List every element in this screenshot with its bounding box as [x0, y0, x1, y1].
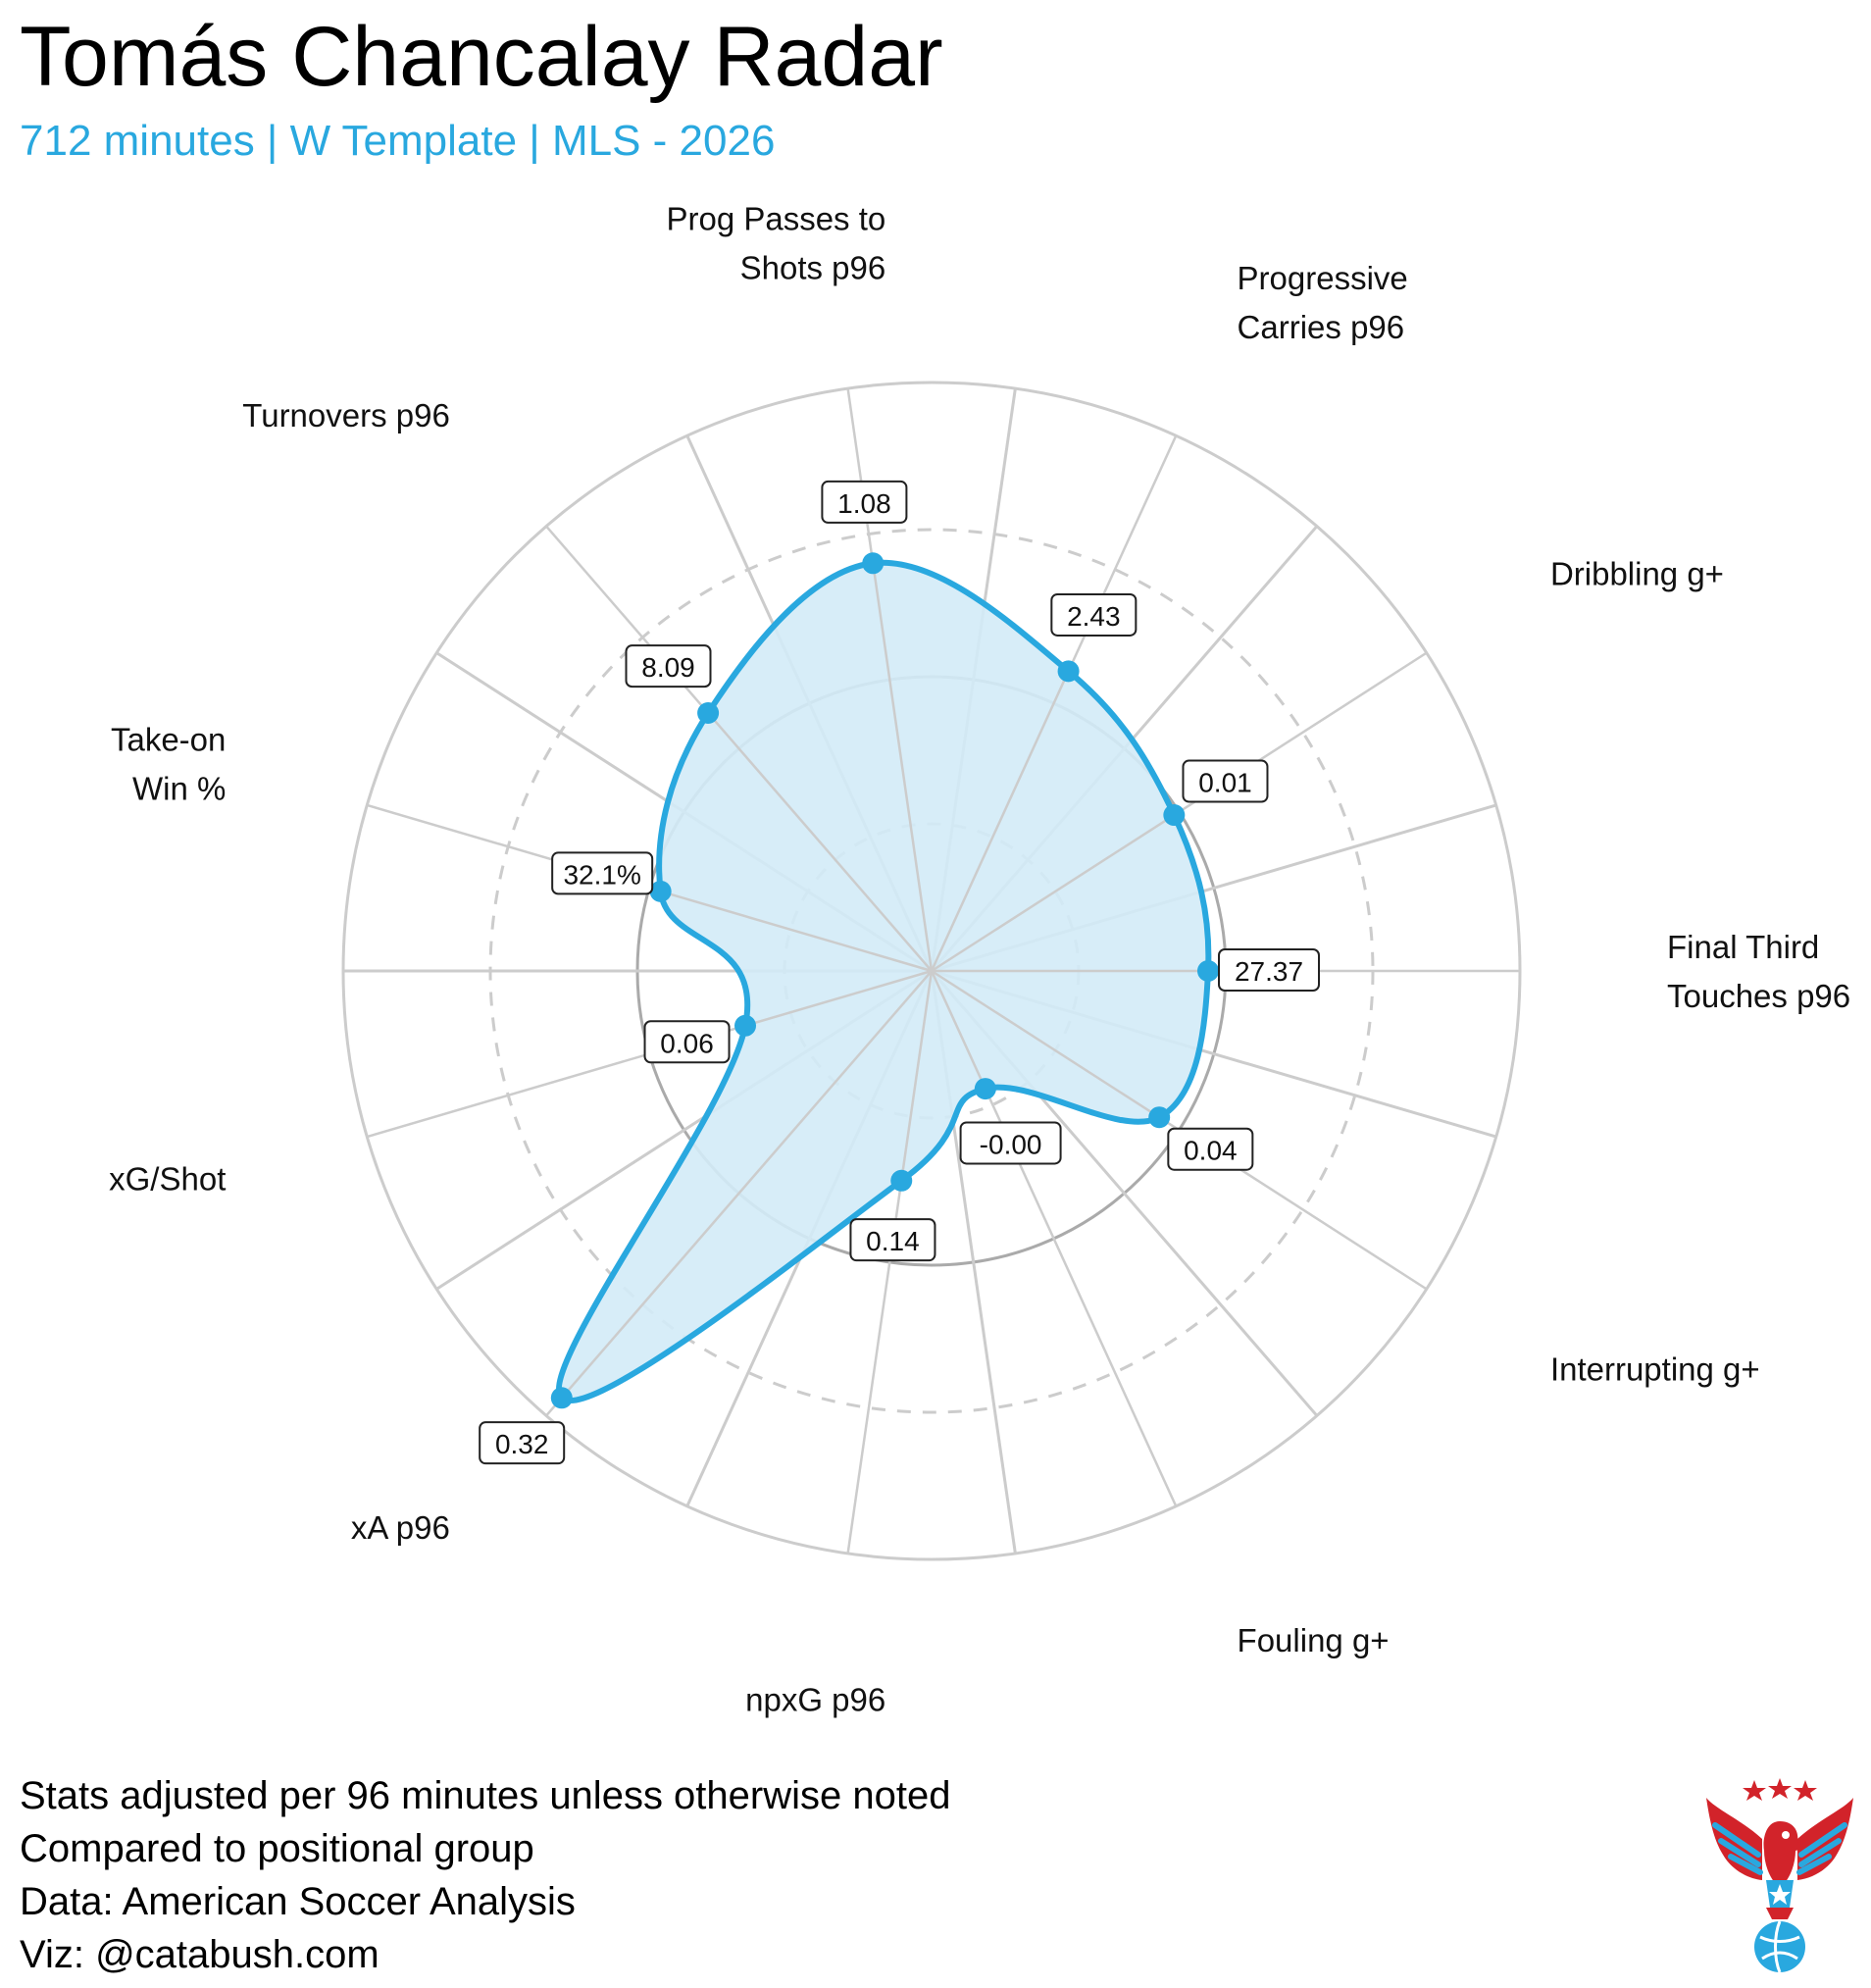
value-label-box — [1167, 1127, 1254, 1171]
radar-point — [1148, 1106, 1171, 1129]
axis-label: xA p96 — [351, 1509, 450, 1546]
axis-label-line: Carries p96 — [1238, 309, 1405, 345]
value-label: 0.01 — [1182, 759, 1269, 803]
radar-point — [974, 1078, 996, 1100]
value-label: 0.06 — [643, 1020, 731, 1064]
axis-label: Interrupting g+ — [1550, 1351, 1760, 1387]
axis-label: xG/Shot — [109, 1160, 226, 1197]
axis-label-line: xA p96 — [351, 1509, 450, 1546]
radar-chart: 27.37 Final Third Touches p96 0.01 Dribbling… — [109, 201, 1850, 1718]
axis-spoke — [545, 970, 933, 1417]
value-label-box — [959, 1121, 1062, 1165]
footnote-viz-credit: Viz: @catabush.com — [20, 1933, 379, 1976]
value-label: 27.37 — [1218, 948, 1320, 992]
value-label: 32.1% — [551, 851, 654, 895]
value-label-box — [1050, 592, 1138, 637]
value-label: 1.08 — [821, 480, 908, 524]
value-label-box — [821, 480, 908, 524]
value-label-text: 1.08 — [837, 488, 891, 519]
axis-label: Fouling g+ — [1238, 1622, 1390, 1658]
axis-label: Progressive Carries p96 — [1238, 260, 1408, 345]
axis-label-line: Dribbling g+ — [1550, 556, 1724, 592]
value-label: -0.00 — [959, 1121, 1062, 1165]
axis-label-line: Shots p96 — [740, 250, 886, 286]
value-label-box — [479, 1421, 566, 1465]
axis-spoke — [545, 525, 933, 972]
value-label-text: 32.1% — [563, 859, 640, 890]
value-label-text: 8.09 — [641, 652, 695, 683]
axis-label-line: Prog Passes to — [666, 201, 885, 237]
radar-area-fill — [558, 562, 1209, 1402]
footnote-data-source: Data: American Soccer Analysis — [20, 1880, 576, 1923]
axis-label: Prog Passes to Shots p96 — [666, 201, 885, 286]
axis-label-line: Interrupting g+ — [1550, 1351, 1760, 1387]
axis-label-line: Win % — [132, 771, 226, 807]
axis-label-line: Final Third — [1667, 929, 1819, 965]
value-label: 2.43 — [1050, 592, 1138, 637]
footnote-comparison: Compared to positional group — [20, 1827, 534, 1870]
axis-label: Dribbling g+ — [1550, 556, 1724, 592]
value-label-box — [551, 851, 654, 895]
value-label: 0.32 — [479, 1421, 566, 1465]
axis-label: npxG p96 — [745, 1681, 885, 1717]
axis-label: Take-on Win % — [111, 722, 226, 807]
radar-point — [1197, 960, 1219, 982]
value-label-box — [849, 1218, 936, 1262]
axis-label-line: Take-on — [111, 722, 226, 758]
radar-point — [697, 701, 720, 724]
value-label-text: 27.37 — [1235, 956, 1303, 987]
axis-spoke — [930, 970, 1178, 1507]
value-label-text: 0.01 — [1198, 768, 1252, 798]
axis-spoke — [846, 970, 934, 1555]
radar-point — [1057, 660, 1080, 683]
axis-label-line: Progressive — [1238, 260, 1408, 296]
radar-point — [734, 1014, 757, 1037]
radar-point — [1163, 804, 1186, 827]
value-label-text: 2.43 — [1067, 601, 1121, 632]
axis-label-line: Fouling g+ — [1238, 1622, 1390, 1658]
value-label: 0.14 — [849, 1218, 936, 1262]
footnotes: Stats adjusted per 96 minutes unless oth… — [20, 1769, 950, 1981]
radar-labels: 27.37 Final Third Touches p96 0.01 Dribbling… — [109, 201, 1850, 1718]
radar-point — [890, 1169, 913, 1192]
axis-label: Turnovers p96 — [242, 397, 450, 433]
value-label-text: 0.32 — [495, 1429, 549, 1459]
axis-label-line: Touches p96 — [1667, 978, 1850, 1014]
chart-title: Tomás Chancalay Radar — [20, 10, 943, 104]
value-label-box — [1218, 948, 1320, 992]
radar-point — [550, 1387, 573, 1409]
value-label-box — [643, 1020, 731, 1064]
footnote-adjustment: Stats adjusted per 96 minutes unless oth… — [20, 1774, 951, 1817]
value-label-text: 0.14 — [866, 1226, 920, 1256]
value-label: 0.04 — [1167, 1127, 1254, 1171]
chart-subtitle: 712 minutes | W Template | MLS - 2026 — [20, 117, 776, 165]
radar-point — [862, 552, 885, 575]
value-label-text: -0.00 — [980, 1129, 1042, 1159]
value-label-box — [1182, 759, 1269, 803]
value-label: 8.09 — [625, 644, 712, 688]
value-label-text: 0.06 — [660, 1028, 714, 1058]
axis-spoke — [930, 434, 1178, 972]
radar-point — [649, 880, 672, 902]
axis-label: Final Third Touches p96 — [1667, 929, 1850, 1014]
axis-label-line: npxG p96 — [745, 1681, 885, 1717]
eagle-soccer-ball-logo-icon — [1706, 1778, 1853, 1973]
axis-label-line: xG/Shot — [109, 1160, 226, 1197]
value-label-box — [625, 644, 712, 688]
value-label-text: 0.04 — [1184, 1136, 1238, 1166]
axis-label-line: Turnovers p96 — [242, 397, 450, 433]
